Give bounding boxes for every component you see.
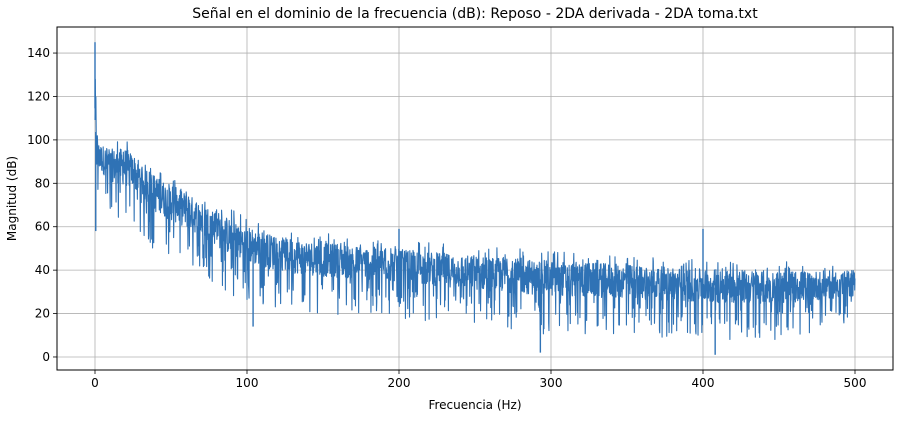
x-axis-label: Frecuencia (Hz): [428, 398, 521, 412]
chart-title: Señal en el dominio de la frecuencia (dB…: [192, 6, 758, 22]
y-tick-label: 0: [42, 350, 50, 364]
y-ticks: 0 20 40 60 80 100 120 140: [27, 46, 57, 364]
x-tick-label: 500: [844, 376, 867, 390]
x-tick-label: 0: [91, 376, 99, 390]
plot-frame: [56, 26, 894, 371]
y-tick-label: 40: [35, 263, 50, 277]
y-tick-label: 140: [27, 46, 50, 60]
x-tick-label: 400: [692, 376, 715, 390]
y-tick-label: 60: [35, 220, 50, 234]
y-axis-label: Magnitud (dB): [5, 156, 19, 241]
y-tick-label: 80: [35, 176, 50, 190]
x-tick-label: 100: [236, 376, 259, 390]
spectrum-line: [94, 78, 856, 341]
grid: [57, 27, 893, 370]
x-ticks: 0 100 200 300 400 500: [91, 370, 866, 390]
y-tick-label: 20: [35, 307, 50, 321]
y-tick-label: 100: [27, 133, 50, 147]
x-tick-label: 200: [388, 376, 411, 390]
y-tick-label: 120: [27, 89, 50, 103]
series: [94, 42, 856, 355]
x-tick-label: 300: [540, 376, 563, 390]
